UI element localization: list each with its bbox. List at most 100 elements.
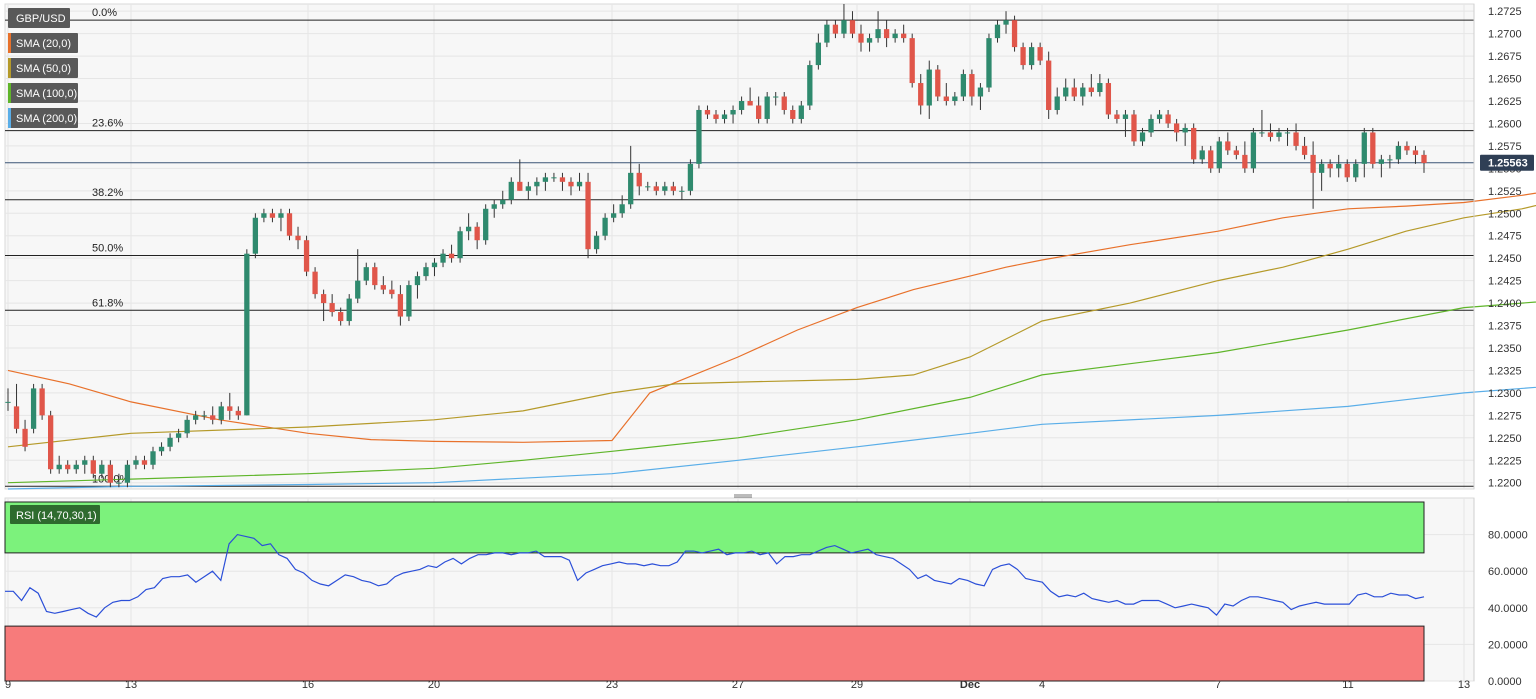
svg-text:1.25563: 1.25563: [1488, 158, 1528, 170]
candle: [645, 181, 651, 191]
candle: [372, 262, 378, 290]
candle: [1173, 118, 1180, 142]
candle: [636, 163, 642, 196]
date-tick-label: 7: [1215, 679, 1221, 691]
fib-level-label: 23.6%: [92, 118, 123, 130]
sma-line-0: [7, 192, 1536, 443]
candle: [1276, 127, 1282, 142]
sma-line-3: [7, 386, 1536, 490]
candle: [952, 92, 958, 106]
svg-text:GBP/USD: GBP/USD: [16, 13, 66, 25]
candle: [380, 276, 386, 295]
candle: [807, 60, 813, 110]
candle: [491, 199, 497, 218]
candle: [397, 285, 404, 326]
candle: [610, 204, 617, 223]
date-tick-label: 4: [1039, 679, 1045, 691]
price-tick-label: 1.2225: [1488, 455, 1522, 467]
rsi-legend-label[interactable]: RSI (14,70,30,1): [10, 505, 100, 524]
sma-legend-item[interactable]: SMA (50,0): [8, 58, 78, 78]
date-axis: 9 13 16 20 23 27 29 Dec 4 7 11 13: [5, 679, 1470, 691]
candle: [1259, 109, 1265, 137]
fib-level-label: 38.2%: [92, 187, 123, 199]
sma-legend-item[interactable]: SMA (100,0): [8, 83, 78, 103]
sma-legend-item[interactable]: SMA (20,0): [8, 33, 78, 53]
candle: [1165, 109, 1171, 128]
price-tick-label: 1.2200: [1488, 478, 1522, 490]
candle: [1114, 109, 1120, 124]
candle: [508, 177, 514, 205]
candle: [312, 267, 318, 299]
candle: [525, 181, 531, 200]
candle: [261, 208, 267, 223]
candle: [99, 460, 105, 479]
candle: [1233, 145, 1239, 160]
candle: [747, 87, 753, 106]
candle: [338, 307, 344, 326]
price-tick-label: 1.2250: [1488, 433, 1522, 445]
candle: [278, 208, 284, 232]
price-tick-label: 1.2275: [1488, 410, 1522, 422]
candle: [141, 455, 148, 470]
candle: [1046, 51, 1052, 119]
candle: [696, 105, 702, 169]
date-tick-label: 13: [125, 679, 137, 691]
candle: [559, 172, 566, 191]
candle: [5, 388, 11, 411]
rsi-panel: 0.0000 20.0000 40.0000 60.0000 80.0000 RSI (1…: [4, 497, 1528, 688]
last-price-tag: 1.25563: [1480, 154, 1534, 171]
candle: [534, 177, 540, 196]
panel-resize-handle[interactable]: [734, 494, 752, 498]
svg-text:SMA (100,0): SMA (100,0): [16, 88, 77, 100]
candle: [500, 190, 506, 209]
price-tick-label: 1.2625: [1488, 96, 1522, 108]
candle: [994, 20, 1001, 43]
candle: [1122, 109, 1129, 137]
candle: [150, 446, 156, 470]
fib-level-label: 0.0%: [92, 7, 117, 19]
candle: [1387, 154, 1393, 169]
svg-text:SMA (20,0): SMA (20,0): [16, 38, 71, 50]
candle: [1310, 141, 1316, 209]
sma-legend-item[interactable]: SMA (200,0): [8, 108, 78, 128]
symbol-label[interactable]: GBP/USD: [8, 8, 70, 28]
candle: [713, 109, 719, 124]
rsi-tick-label: 40.0000: [1488, 603, 1528, 615]
date-tick-label: 20: [428, 679, 440, 691]
candle: [798, 101, 804, 124]
candle: [781, 92, 787, 115]
candle: [730, 105, 736, 124]
date-tick-label: 27: [732, 679, 744, 691]
candle: [1421, 150, 1427, 173]
candle: [1037, 42, 1043, 66]
candle: [1361, 127, 1367, 178]
candle: [13, 383, 20, 434]
date-tick-label: 13: [1458, 679, 1470, 691]
price-tick-label: 1.2650: [1488, 74, 1522, 86]
candle: [1353, 159, 1359, 182]
candle: [704, 105, 711, 119]
price-tick-label: 1.2575: [1488, 141, 1522, 153]
candle: [56, 455, 62, 474]
candlestick-series: [5, 4, 1427, 488]
candle: [235, 406, 241, 420]
candle: [457, 226, 463, 263]
candle: [107, 460, 114, 488]
candle: [1182, 123, 1188, 146]
price-tick-label: 1.2425: [1488, 276, 1522, 288]
candle: [1208, 145, 1214, 173]
candle: [218, 401, 224, 425]
candle: [969, 69, 975, 106]
candle: [175, 428, 182, 443]
candle: [465, 213, 472, 241]
candle: [431, 258, 438, 277]
candle: [320, 289, 327, 322]
candle: [619, 195, 625, 218]
rsi-tick-label: 0.0000: [1488, 676, 1522, 688]
price-grid: [4, 3, 1475, 490]
candle: [653, 181, 659, 196]
candle: [389, 280, 395, 299]
candle: [670, 181, 676, 196]
candle: [1020, 42, 1026, 70]
